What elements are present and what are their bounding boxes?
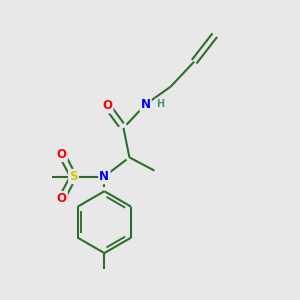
- Text: O: O: [102, 99, 112, 112]
- Text: O: O: [57, 192, 67, 205]
- Text: H: H: [156, 99, 164, 110]
- Text: O: O: [57, 148, 67, 161]
- Text: N: N: [141, 98, 151, 111]
- Text: S: S: [69, 170, 78, 183]
- Text: N: N: [99, 170, 110, 183]
